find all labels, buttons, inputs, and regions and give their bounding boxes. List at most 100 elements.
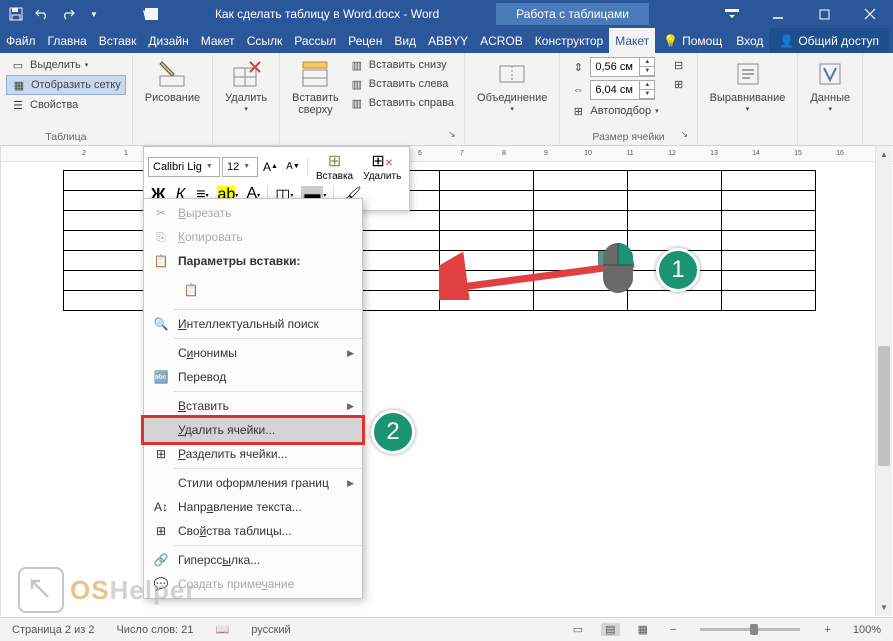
hyperlink-icon: 🔗 <box>150 553 172 567</box>
insert-below-button[interactable]: ▥Вставить снизу <box>345 56 458 74</box>
menu-insert[interactable]: Вставить▶ <box>144 394 362 418</box>
tab-mailings[interactable]: Рассыл <box>288 28 342 53</box>
distribute-cols-button[interactable]: ⊞ <box>667 75 691 93</box>
cellsize-launcher-icon[interactable]: ↘ <box>681 129 695 143</box>
draw-table-button[interactable]: Рисование <box>139 56 206 129</box>
zoom-in-button[interactable]: + <box>820 624 834 636</box>
delete-button[interactable]: Удалить▾ <box>219 56 273 129</box>
zoom-slider[interactable] <box>700 628 800 631</box>
status-word-count[interactable]: Число слов: 21 <box>112 624 197 636</box>
view-web-layout-icon[interactable]: ▦ <box>634 623 652 636</box>
autofit-icon: ⊞ <box>570 103 586 119</box>
tab-design[interactable]: Дизайн <box>142 28 194 53</box>
status-spellcheck-icon[interactable]: 📖 <box>212 623 234 636</box>
text-direction-icon: A↕ <box>150 500 172 514</box>
status-language[interactable]: русский <box>247 624 294 636</box>
menu-smart-lookup[interactable]: 🔍Интеллектуальный поиск <box>144 312 362 336</box>
insert-above-button[interactable]: Вставить сверху <box>286 56 345 129</box>
status-bar: Страница 2 из 2 Число слов: 21 📖 русский… <box>0 617 893 641</box>
svg-text:W: W <box>143 9 154 21</box>
alignment-button[interactable]: Выравнивание▾ <box>704 56 792 129</box>
share-button[interactable]: 👤Общий доступ <box>769 28 889 53</box>
ribbon-options-icon[interactable] <box>709 0 755 28</box>
insert-right-icon: ▥ <box>349 95 365 111</box>
insert-left-button[interactable]: ▥Вставить слева <box>345 75 458 93</box>
menu-border-styles[interactable]: Стили оформления границ▶ <box>144 471 362 495</box>
tab-abbyy[interactable]: ABBYY <box>422 28 474 53</box>
merge-icon <box>496 58 528 90</box>
menu-delete-cells[interactable]: Удалить ячейки... <box>144 418 362 442</box>
tab-references[interactable]: Ссылк <box>241 28 289 53</box>
split-cells-icon: ⊞ <box>150 447 172 461</box>
tab-review[interactable]: Рецен <box>342 28 388 53</box>
rows-cols-launcher-icon[interactable]: ↘ <box>448 129 462 143</box>
tab-table-design[interactable]: Конструктор <box>529 28 609 53</box>
view-print-layout-icon[interactable]: ▤ <box>601 623 619 636</box>
sign-in-button[interactable]: Вход <box>730 28 769 53</box>
tab-file[interactable]: Файл <box>0 28 42 53</box>
zoom-out-button[interactable]: − <box>666 624 680 636</box>
shrink-font-button[interactable]: A▼ <box>283 156 303 178</box>
title-bar: ▼ W Как сделать таблицу в Word.docx - Wo… <box>0 0 893 28</box>
font-family-combo[interactable]: Calibri Lig▼ <box>148 157 220 177</box>
tab-layout[interactable]: Макет <box>195 28 241 53</box>
menu-text-direction[interactable]: A↕Направление текста... <box>144 495 362 519</box>
mini-insert-button[interactable]: ⊞Вставка <box>312 151 357 182</box>
document-page[interactable]: 211234567891011121314151617181920 Calibr… <box>1 146 893 616</box>
data-button[interactable]: Данные▾ <box>804 56 856 129</box>
maximize-button[interactable] <box>801 0 847 28</box>
tab-table-layout[interactable]: Макет <box>609 28 655 53</box>
menu-copy[interactable]: ⎘Копировать <box>144 225 362 249</box>
mini-delete-button[interactable]: ⊞✕Удалить <box>359 151 405 182</box>
watermark-logo: OSHelper <box>18 567 197 613</box>
paste-option-nest[interactable]: 📋 <box>178 277 204 303</box>
word-app-icon: W <box>142 6 158 22</box>
select-button[interactable]: ▭Выделить ▾ <box>6 56 126 74</box>
delete-table-icon: ⊞✕ <box>371 151 393 171</box>
menu-split-cells[interactable]: ⊞Разделить ячейки... <box>144 442 362 466</box>
status-page[interactable]: Страница 2 из 2 <box>8 624 98 636</box>
undo-icon[interactable] <box>34 6 50 22</box>
merge-button[interactable]: Объединение▾ <box>471 56 553 129</box>
insert-table-icon: ⊞ <box>328 151 341 171</box>
tab-view[interactable]: Вид <box>388 28 422 53</box>
tab-home[interactable]: Главна <box>42 28 93 53</box>
minimize-button[interactable] <box>755 0 801 28</box>
grow-font-button[interactable]: A▲ <box>260 156 281 178</box>
tab-insert[interactable]: Вставк <box>93 28 143 53</box>
view-gridlines-button[interactable]: ▦Отобразить сетку <box>6 75 126 95</box>
person-icon: 👤 <box>779 34 794 48</box>
font-size-combo[interactable]: 12▼ <box>222 157 258 177</box>
qat-customize-icon[interactable]: ▼ <box>86 6 102 22</box>
scroll-down-icon[interactable]: ▼ <box>876 599 892 616</box>
menu-synonyms[interactable]: Синонимы▶ <box>144 341 362 365</box>
zoom-level[interactable]: 100% <box>849 624 885 636</box>
save-icon[interactable] <box>8 6 24 22</box>
scroll-up-icon[interactable]: ▲ <box>876 146 892 163</box>
properties-button[interactable]: ☰Свойства <box>6 96 126 114</box>
distribute-rows-button[interactable]: ⊟ <box>667 56 691 74</box>
lightbulb-icon: 💡 <box>663 34 678 48</box>
scrollbar-thumb[interactable] <box>878 346 890 466</box>
callout-1: 1 <box>656 248 700 292</box>
redo-icon[interactable] <box>60 6 76 22</box>
menu-cut[interactable]: ✂Вырезать <box>144 201 362 225</box>
close-button[interactable] <box>847 0 893 28</box>
paste-options: 📋 <box>144 273 362 307</box>
menu-table-properties[interactable]: ⊞Свойства таблицы... <box>144 519 362 543</box>
tell-me-search[interactable]: 💡Помощ <box>655 28 730 53</box>
insert-right-button[interactable]: ▥Вставить справа <box>345 94 458 112</box>
autofit-button[interactable]: ⊞Автоподбор ▾ <box>566 102 662 120</box>
view-read-mode-icon[interactable]: ▭ <box>569 623 587 636</box>
tab-acrobat[interactable]: ACROB <box>474 28 529 53</box>
menu-translate[interactable]: 🔤Перевод <box>144 365 362 389</box>
gridlines-icon: ▦ <box>11 77 27 93</box>
alignment-icon <box>732 58 764 90</box>
context-menu: ✂Вырезать ⎘Копировать 📋Параметры вставки… <box>143 198 363 599</box>
row-height-input[interactable]: ⇕▲▼ <box>566 56 662 78</box>
cut-icon: ✂ <box>150 206 172 220</box>
select-icon: ▭ <box>10 57 26 73</box>
copy-icon: ⎘ <box>150 230 172 245</box>
col-width-input[interactable]: ⇔▲▼ <box>566 79 662 101</box>
vertical-scrollbar[interactable]: ▲ ▼ <box>875 146 892 616</box>
